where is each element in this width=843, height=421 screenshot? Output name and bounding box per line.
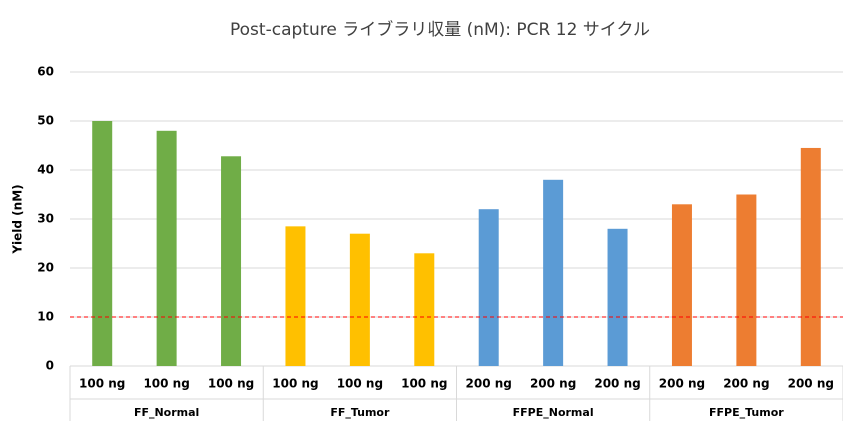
y-tick-label: 50 [37,114,54,128]
bar [478,209,499,366]
x-tick-label: 200 ng [530,377,576,391]
x-tick-label: 100 ng [401,377,447,391]
x-tick-label: 100 ng [337,377,383,391]
bar [92,121,113,366]
bar [221,156,242,366]
x-tick-label: 200 ng [788,377,834,391]
x-tick-label: 100 ng [272,377,318,391]
y-tick-label: 40 [37,163,54,177]
x-tick-label: 200 ng [723,377,769,391]
group-label: FF_Normal [134,406,199,419]
x-tick-label: 100 ng [79,377,125,391]
bar [543,179,564,366]
bar [671,204,692,366]
group-label: FF_Tumor [330,406,390,419]
x-tick-label: 100 ng [143,377,189,391]
bar [607,228,628,366]
bar [349,233,370,366]
group-label: FFPE_Normal [513,406,594,419]
bar [414,253,435,366]
y-axis-label: Yield (nM) [11,184,25,254]
x-tick-label: 200 ng [594,377,640,391]
bar [156,130,177,366]
bar [285,226,306,366]
y-tick-label: 60 [37,65,54,79]
y-tick-label: 0 [46,359,54,373]
x-tick-label: 100 ng [208,377,254,391]
chart-title: Post-capture ライブラリ収量 (nM): PCR 12 サイクル [230,19,650,40]
bar [800,147,821,366]
bar [736,194,757,366]
group-label: FFPE_Tumor [709,406,784,419]
x-tick-label: 200 ng [659,377,705,391]
x-tick-label: 200 ng [466,377,512,391]
y-tick-label: 10 [37,310,54,324]
y-tick-label: 20 [37,261,54,275]
y-tick-label: 30 [37,212,54,226]
